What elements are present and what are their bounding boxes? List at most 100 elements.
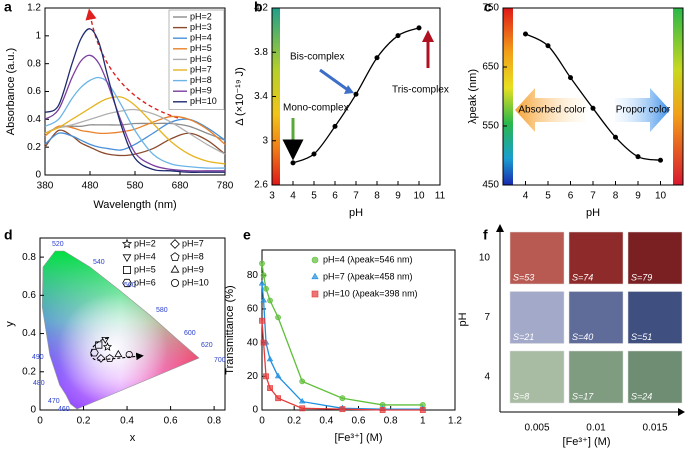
legend-label: pH=5 <box>134 264 156 274</box>
y-tick-label: 0 <box>35 170 41 181</box>
marker <box>274 372 282 379</box>
legend-label: pH=10 <box>190 96 217 106</box>
annotation: 520 <box>52 241 64 248</box>
legend-label: pH=4 <box>190 33 212 43</box>
x-tick-label: 3 <box>269 191 275 202</box>
series-line <box>44 76 226 169</box>
y-tick-label: 0.4 <box>27 114 41 125</box>
marker <box>170 278 179 287</box>
panel-label: e <box>243 227 251 243</box>
marker <box>263 373 269 380</box>
marker <box>353 91 359 97</box>
legend-label: pH=8 <box>190 75 212 85</box>
panel-label: a <box>4 0 12 15</box>
marker <box>259 260 265 267</box>
y-tick-label: 550 <box>482 121 499 132</box>
marker <box>299 378 306 385</box>
annotation: 580 <box>156 307 168 314</box>
swatch-label: S=17 <box>572 391 594 401</box>
legend-label: pH=3 <box>190 22 212 32</box>
y-tick-label: 0.6 <box>22 290 36 301</box>
colorbar-right <box>673 8 683 185</box>
x-tick-label: 7 <box>353 191 359 202</box>
swatch-label: S=53 <box>513 272 534 282</box>
y-tick-label: 3 <box>262 135 268 146</box>
marker <box>311 272 319 280</box>
x-tick-label: 480 <box>82 181 99 192</box>
y-tick-label: 0.2 <box>22 366 36 377</box>
marker <box>290 160 296 166</box>
y-tick-label: 2.6 <box>254 180 268 191</box>
marker <box>96 354 106 363</box>
annotation: 490 <box>32 354 44 361</box>
legend-label: pH=9 <box>190 86 212 96</box>
annotation: Tris-complex <box>392 85 449 96</box>
f-axes <box>499 228 682 413</box>
swatch-label: S=8 <box>513 391 529 401</box>
legend-label: pH=7 <box>182 238 204 248</box>
annotation: Absorbed color <box>518 105 586 116</box>
x-tick-label: 1.2 <box>448 416 462 427</box>
legend-label: pH=4 (λpeak=546 nm) <box>323 254 413 264</box>
legend-label: pH=8 <box>182 251 204 261</box>
marker <box>105 354 114 362</box>
marker <box>567 75 573 81</box>
colorbar-left <box>503 8 513 185</box>
x-tick-label: 780 <box>217 181 234 192</box>
x-tick-label: 0.6 <box>164 416 178 427</box>
x-tick-label: 0.4 <box>120 416 134 427</box>
x-tick-label: 0.2 <box>287 416 301 427</box>
x-tick-label: 4 <box>523 191 529 202</box>
x-tick-label: 580 <box>127 181 144 192</box>
legend-label: pH=10 (λpeak=398 nm) <box>323 288 418 298</box>
series-line <box>44 122 226 141</box>
x-axis-label: pH <box>349 207 363 219</box>
color-swatch <box>568 291 624 344</box>
x-tick-label: 0.6 <box>352 416 366 427</box>
x-tick-label: 6 <box>568 191 574 202</box>
swatch-label: S=24 <box>631 391 652 401</box>
marker <box>311 256 319 264</box>
absorbed-arrow <box>515 88 585 132</box>
series-line <box>44 108 226 155</box>
series-line <box>44 115 226 145</box>
marker <box>102 342 113 351</box>
marker <box>275 314 281 321</box>
x-tick-label: 0.01 <box>586 423 606 434</box>
annotation: 540 <box>93 259 105 266</box>
annotation: 460 <box>58 406 70 413</box>
panel-label: b <box>254 0 263 15</box>
x-tick-label: 4 <box>290 191 296 202</box>
x-tick-label: 1 <box>420 416 426 427</box>
x-tick-label: 380 <box>37 181 54 192</box>
swatch-label: S=79 <box>631 272 652 282</box>
marker <box>123 265 132 274</box>
annotation: 700 <box>214 357 226 364</box>
marker <box>95 341 103 349</box>
marker <box>332 123 338 129</box>
y-tick-label: 10 <box>479 253 491 264</box>
annotation: 480 <box>33 380 45 387</box>
marker <box>275 395 281 402</box>
x-tick-label: 680 <box>172 181 189 192</box>
y-tick-label: 1.2 <box>27 3 41 14</box>
marker <box>260 339 267 346</box>
marker <box>590 105 596 111</box>
marker <box>416 25 422 31</box>
color-swatch <box>627 231 683 285</box>
legend-label: pH=5 <box>190 43 212 53</box>
y-axis-label: Absorbance (a.u.) <box>5 48 17 135</box>
y-axis-label: Transmittance (%) <box>224 285 236 374</box>
y-tick-label: 450 <box>482 180 499 191</box>
y-tick-label: 60 <box>247 304 259 315</box>
marker <box>522 31 528 37</box>
marker <box>263 285 269 292</box>
x-axis-label: x <box>130 432 136 444</box>
panel-label: c <box>484 0 492 15</box>
marker <box>258 280 266 286</box>
x-tick-label: 7 <box>590 191 596 202</box>
marker <box>311 151 317 157</box>
marker <box>90 348 99 357</box>
marker <box>339 395 346 402</box>
